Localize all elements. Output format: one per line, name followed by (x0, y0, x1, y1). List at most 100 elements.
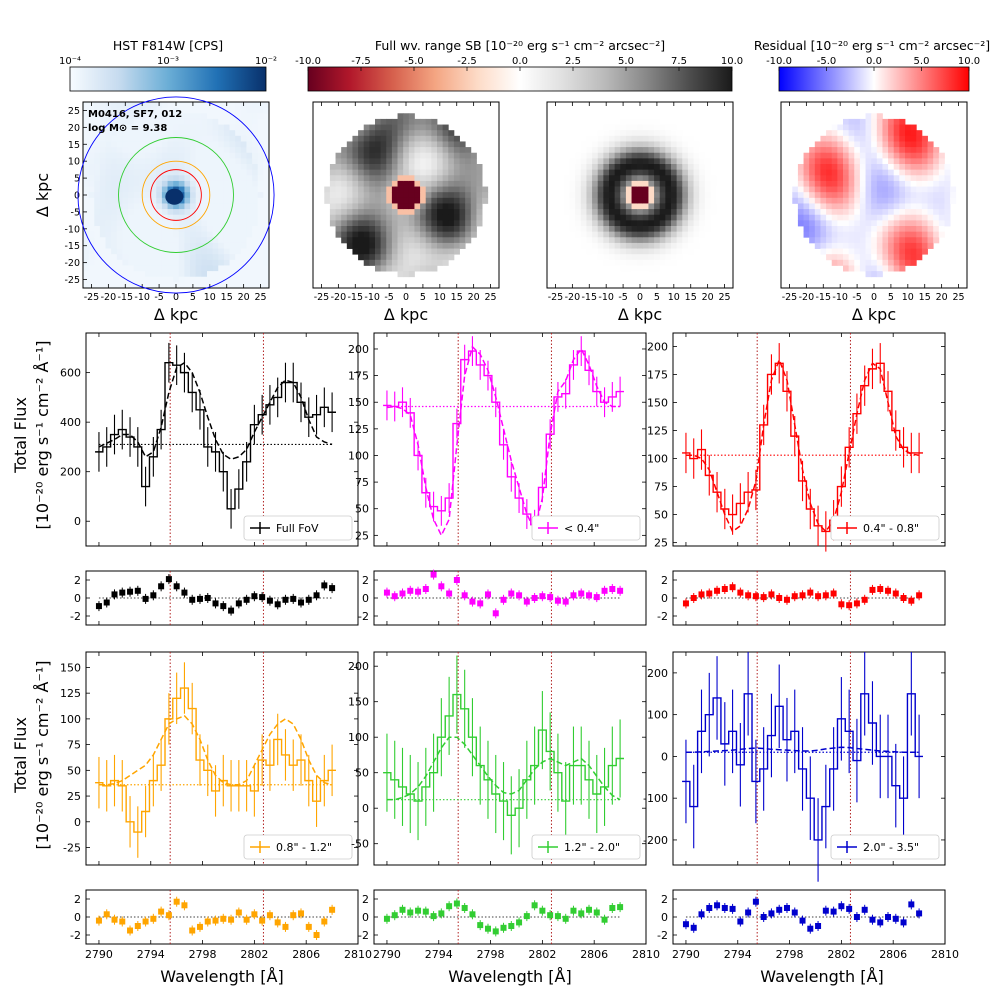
y-tick-label: 25 (355, 529, 369, 542)
image-pixel (859, 259, 866, 266)
image-pixel (921, 135, 928, 142)
image-pixel (938, 226, 945, 233)
image-pixel (94, 192, 101, 199)
image-pixel (665, 220, 672, 227)
image-pixel (116, 265, 123, 272)
image-pixel (212, 186, 219, 193)
image-pixel (263, 186, 270, 193)
image-pixel (218, 214, 225, 221)
image-pixel (899, 197, 906, 204)
image-pixel (178, 220, 185, 227)
image-pixel (408, 220, 415, 227)
image-pixel (682, 152, 689, 159)
image-pixel (854, 237, 861, 244)
image-pixel (814, 220, 821, 227)
image-pixel (465, 152, 472, 159)
image-pixel (229, 130, 236, 137)
image-pixel (369, 135, 376, 142)
image-pixel (178, 271, 185, 278)
image-pixel (414, 237, 421, 244)
image-pixel (358, 135, 365, 142)
image-pixel (116, 259, 123, 266)
image-pixel (648, 169, 655, 176)
image-pixel (916, 158, 923, 165)
image-pixel (391, 214, 398, 221)
residual-point (745, 909, 752, 916)
image-pixel (190, 242, 197, 249)
image-pixel (111, 259, 118, 266)
image-pixel (642, 113, 649, 120)
image-pixel (820, 180, 827, 187)
image-pixel (414, 169, 421, 176)
image-pixel (190, 130, 197, 137)
image-pixel (642, 242, 649, 249)
image-pixel (363, 214, 370, 221)
image-pixel (671, 147, 678, 154)
image-pixel (145, 152, 152, 159)
image-pixel (809, 226, 816, 233)
image-pixel (682, 237, 689, 244)
image-pixel (865, 175, 872, 182)
image-pixel (346, 242, 353, 249)
image-pixel (207, 197, 214, 204)
image-pixel (229, 141, 236, 148)
image-pixel (888, 141, 895, 148)
image-pixel (363, 180, 370, 187)
image-pixel (190, 186, 197, 193)
image-pixel (363, 226, 370, 233)
image-pixel (459, 203, 466, 210)
residual-point (438, 583, 445, 590)
image-pixel (437, 141, 444, 148)
image-pixel (156, 147, 163, 154)
image-pixel (240, 113, 247, 120)
image-pixel (876, 124, 883, 131)
image-pixel (899, 152, 906, 159)
image-pixel (826, 164, 833, 171)
residual-point (586, 906, 593, 913)
image-pixel (665, 242, 672, 249)
image-pixel (905, 152, 912, 159)
image-pixel (178, 180, 185, 187)
image-pixel (235, 242, 242, 249)
x-tick-label: 2810 (632, 948, 660, 961)
image-pixel (620, 242, 627, 249)
y-tick-label: 50 (355, 503, 369, 516)
image-pixel (263, 231, 270, 238)
image-pixel (263, 209, 270, 216)
image-pixel (586, 175, 593, 182)
image-pixel (916, 135, 923, 142)
image-pixel (586, 226, 593, 233)
image-pixel (408, 113, 415, 120)
image-pixel (831, 192, 838, 199)
image-pixel (111, 180, 118, 187)
image-pixel (223, 169, 230, 176)
image-pixel (257, 254, 264, 261)
image-pixel (431, 237, 438, 244)
image-pixel (831, 135, 838, 142)
image-pixel (122, 130, 129, 137)
image-pixel (212, 164, 219, 171)
image-pixel (352, 152, 359, 159)
image-pixel (654, 169, 661, 176)
image-pixel (859, 180, 866, 187)
image-pixel (676, 248, 683, 255)
image-pixel (597, 169, 604, 176)
image-pixel (111, 197, 118, 204)
image-pixel (453, 237, 460, 244)
image-pixel (190, 107, 197, 114)
image-pixel (893, 214, 900, 221)
image-pixel (133, 248, 140, 255)
image-pixel (139, 124, 146, 131)
image-pixel (814, 209, 821, 216)
image-pixel (391, 209, 398, 216)
image-pixel (665, 135, 672, 142)
image-pixel (848, 158, 855, 165)
image-pixel (252, 113, 259, 120)
image-pixel (631, 135, 638, 142)
residual-point (134, 587, 141, 594)
image-pixel (648, 118, 655, 125)
image-pixel (843, 209, 850, 216)
image-pixel (625, 164, 632, 171)
image-pixel (676, 175, 683, 182)
